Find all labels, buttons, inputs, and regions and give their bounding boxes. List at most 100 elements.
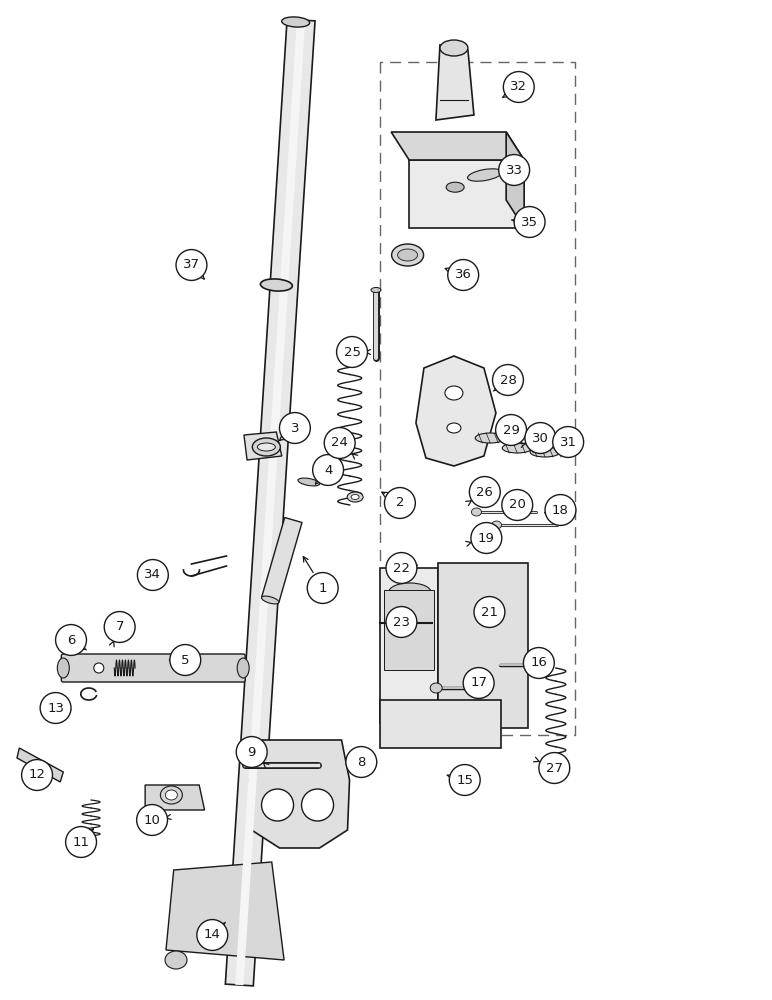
Circle shape [448, 260, 479, 290]
Text: 22: 22 [393, 562, 410, 574]
Polygon shape [244, 432, 282, 460]
Circle shape [197, 920, 228, 950]
Text: 24: 24 [331, 436, 348, 450]
Polygon shape [145, 785, 205, 810]
Polygon shape [438, 563, 528, 728]
Text: 15: 15 [456, 774, 473, 786]
Circle shape [66, 827, 96, 857]
Circle shape [514, 207, 545, 237]
Circle shape [545, 495, 576, 525]
Text: 29: 29 [503, 424, 520, 436]
Polygon shape [391, 132, 524, 160]
Ellipse shape [398, 249, 418, 261]
Circle shape [307, 573, 338, 603]
Polygon shape [166, 862, 284, 960]
Circle shape [471, 523, 502, 553]
Polygon shape [262, 517, 302, 603]
Ellipse shape [260, 279, 293, 291]
Ellipse shape [476, 433, 505, 443]
Circle shape [104, 612, 135, 642]
Ellipse shape [237, 658, 249, 678]
Ellipse shape [492, 521, 502, 529]
Text: 32: 32 [510, 81, 527, 94]
FancyBboxPatch shape [380, 700, 501, 748]
Text: 1: 1 [318, 582, 327, 594]
Text: 28: 28 [499, 373, 516, 386]
Text: 26: 26 [476, 486, 493, 498]
Circle shape [313, 455, 344, 485]
Text: 31: 31 [560, 436, 577, 448]
Ellipse shape [446, 182, 464, 192]
Circle shape [137, 560, 168, 590]
Ellipse shape [282, 17, 310, 27]
Text: 16: 16 [530, 656, 547, 670]
Circle shape [463, 668, 494, 698]
Text: 4: 4 [324, 464, 332, 477]
Text: 17: 17 [470, 676, 487, 690]
Ellipse shape [389, 647, 431, 665]
Polygon shape [416, 356, 496, 466]
Circle shape [474, 597, 505, 627]
Circle shape [496, 415, 527, 445]
Text: 10: 10 [144, 814, 161, 826]
Circle shape [469, 477, 500, 507]
Polygon shape [506, 132, 524, 228]
Text: 37: 37 [183, 258, 200, 271]
Circle shape [539, 753, 570, 783]
Text: 5: 5 [181, 654, 190, 666]
Text: 13: 13 [47, 702, 64, 714]
Circle shape [236, 737, 267, 767]
Ellipse shape [347, 492, 363, 502]
Circle shape [493, 365, 523, 395]
Text: 7: 7 [115, 620, 124, 634]
Ellipse shape [472, 508, 482, 516]
Text: 33: 33 [506, 163, 523, 176]
Circle shape [449, 765, 480, 795]
Text: 2: 2 [395, 496, 405, 510]
Ellipse shape [57, 658, 69, 678]
Circle shape [523, 648, 554, 678]
Polygon shape [249, 740, 350, 848]
Polygon shape [436, 45, 474, 120]
Circle shape [386, 553, 417, 583]
Circle shape [346, 747, 377, 777]
Text: 8: 8 [357, 756, 365, 768]
Ellipse shape [430, 683, 442, 693]
Circle shape [384, 488, 415, 518]
Circle shape [40, 693, 71, 723]
Text: 12: 12 [29, 768, 46, 782]
Circle shape [94, 663, 103, 673]
Text: 34: 34 [144, 568, 161, 582]
Text: 36: 36 [455, 268, 472, 282]
Text: 14: 14 [204, 928, 221, 942]
Ellipse shape [440, 40, 468, 56]
Ellipse shape [262, 596, 279, 604]
Circle shape [553, 427, 584, 457]
Ellipse shape [537, 660, 550, 670]
Circle shape [337, 337, 367, 367]
Text: 19: 19 [478, 532, 495, 544]
Polygon shape [409, 160, 524, 228]
Ellipse shape [252, 438, 280, 456]
Ellipse shape [298, 478, 320, 486]
Text: 23: 23 [393, 615, 410, 629]
Text: 11: 11 [73, 836, 90, 848]
Ellipse shape [445, 386, 463, 400]
Ellipse shape [371, 288, 381, 292]
Ellipse shape [389, 615, 431, 633]
Polygon shape [17, 748, 63, 782]
Circle shape [499, 155, 530, 185]
Text: 35: 35 [521, 216, 538, 229]
Ellipse shape [389, 583, 431, 601]
Ellipse shape [165, 790, 178, 800]
Text: 30: 30 [532, 432, 549, 444]
Ellipse shape [161, 786, 182, 804]
Circle shape [502, 490, 533, 520]
Polygon shape [380, 568, 438, 723]
Circle shape [279, 413, 310, 443]
Text: 21: 21 [481, 605, 498, 618]
Circle shape [262, 789, 293, 821]
Ellipse shape [503, 443, 532, 453]
Text: 20: 20 [509, 498, 526, 512]
Circle shape [525, 423, 556, 453]
